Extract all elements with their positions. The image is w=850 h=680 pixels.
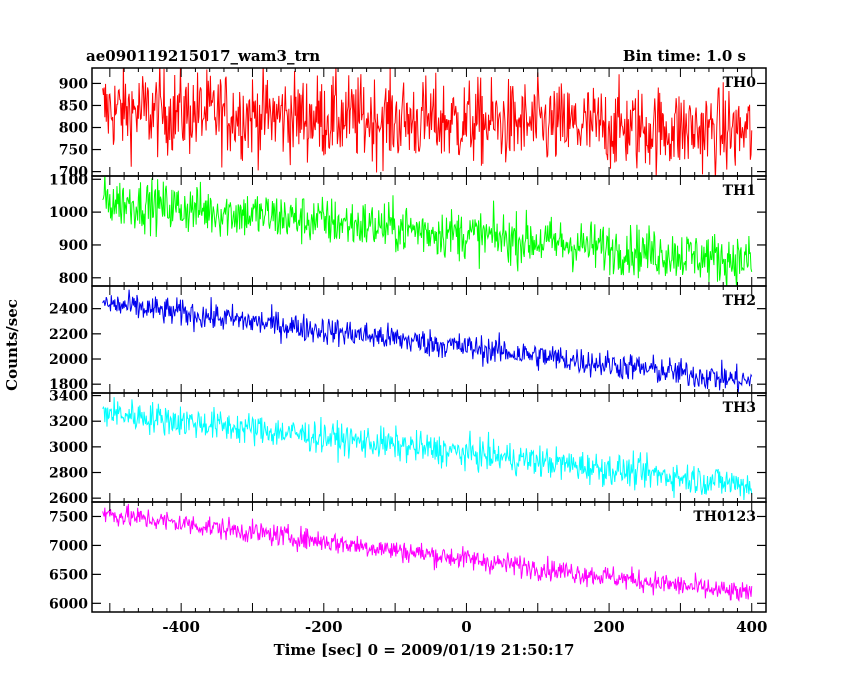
- series-line-th0: [102, 68, 753, 176]
- x-tick-label: -200: [305, 618, 343, 636]
- panel-th3: 2600 2800 3000 3200 3400 TH3: [49, 389, 767, 507]
- panel-label: TH3: [723, 400, 756, 416]
- panel-label: TH1: [723, 183, 756, 199]
- series-line-th1: [102, 176, 753, 286]
- y-tick-label: 2200: [49, 327, 88, 343]
- y-tick-label: 6000: [49, 596, 88, 612]
- panel-label: TH0: [723, 75, 757, 91]
- y-tick-label: 1000: [49, 205, 88, 221]
- y-tick-label: 6500: [49, 567, 88, 583]
- y-tick-label: 2800: [49, 466, 88, 482]
- x-tick-label: 0: [461, 618, 471, 636]
- y-tick-label: 1100: [49, 172, 88, 188]
- y-tick-label: 2400: [49, 302, 88, 318]
- panel-label: TH0123: [693, 509, 756, 525]
- y-tick-label: 800: [59, 121, 88, 137]
- y-tick-label: 750: [59, 143, 88, 159]
- y-tick-label: 2600: [49, 491, 88, 507]
- y-tick-label: 2000: [49, 352, 88, 368]
- y-tick-label: 7500: [49, 509, 88, 525]
- y-tick-label: 7000: [49, 538, 88, 554]
- x-tick-label: 400: [736, 618, 767, 636]
- panel-th1: 800 900 1000 1100 TH1: [49, 172, 767, 287]
- series-line-th0123: [102, 503, 753, 603]
- y-tick-label: 900: [59, 76, 88, 92]
- panel-frame: [91, 392, 767, 503]
- y-tick-label: 3000: [49, 440, 88, 456]
- x-axis-label: Time [sec] 0 = 2009/01/19 21:50:17: [274, 641, 575, 659]
- y-tick-label: 850: [59, 98, 88, 114]
- panel-th0123: 6000 6500 7000 7500 TH0123: [49, 501, 767, 613]
- y-tick-label: 3200: [49, 414, 88, 430]
- series-line-th3: [102, 397, 753, 500]
- series-line-th2: [102, 289, 753, 393]
- chart-title: ae090119215017_wam3_trn: [86, 47, 320, 65]
- panel-frame: [91, 501, 767, 613]
- y-axis-label: Counts/sec: [3, 299, 21, 391]
- bin-time-label: Bin time: 1.0 s: [623, 47, 746, 65]
- panel-th0: 700 750 800 850 900 TH0: [59, 67, 767, 181]
- y-tick-label: 900: [59, 238, 88, 254]
- panel-label: TH2: [723, 293, 756, 309]
- y-tick-label: 800: [59, 271, 88, 287]
- y-tick-label: 3400: [49, 389, 88, 405]
- x-tick-label: -400: [162, 618, 200, 636]
- y-tick-label: 1800: [49, 377, 88, 393]
- x-tick-label: 200: [593, 618, 624, 636]
- y-tick-label: 700: [59, 165, 88, 181]
- panel-th2: 1800 2000 2200 2400 TH2: [49, 285, 767, 394]
